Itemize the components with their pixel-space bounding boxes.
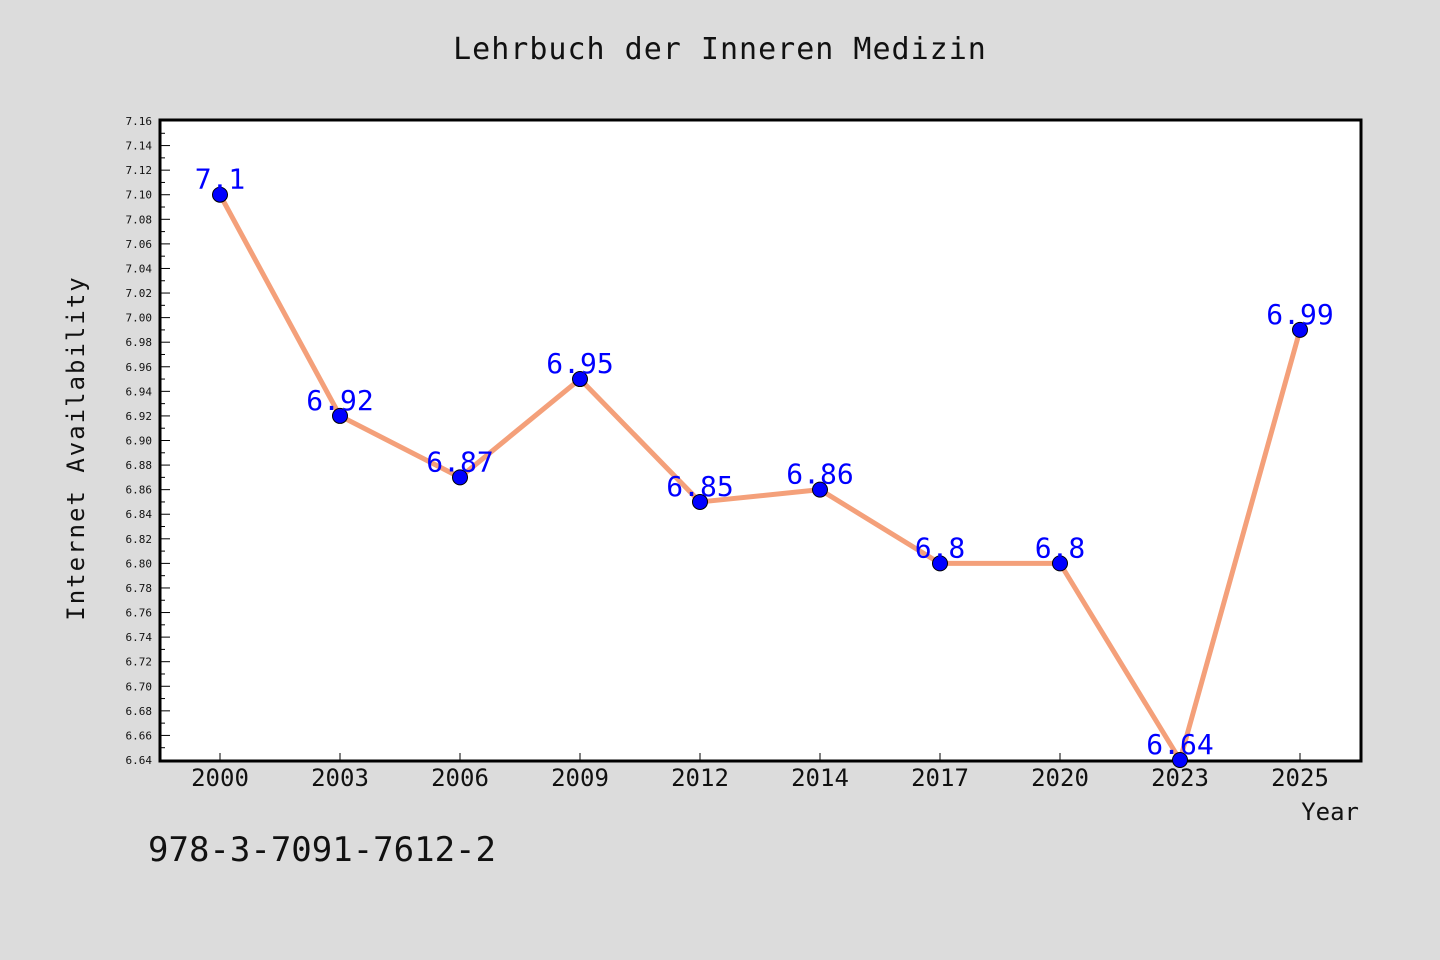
y-tick-label: 6.68 (126, 705, 153, 718)
y-axis: 6.64 6.66 6.68 6.70 6.72 6.74 6.76 6.78 6.80 6.82… (126, 115, 170, 767)
data-label: 6.64 (1146, 728, 1213, 761)
x-tick-label: 2012 (671, 764, 729, 792)
data-point (572, 371, 588, 388)
data-point (452, 469, 468, 486)
y-tick-label: 7.06 (126, 238, 153, 251)
y-tick-label: 6.86 (126, 484, 153, 497)
x-tick-label: 2020 (1031, 764, 1089, 792)
y-tick-label: 6.92 (126, 410, 153, 423)
y-tick-label: 6.96 (126, 361, 153, 374)
y-tick-label: 6.72 (126, 656, 153, 669)
data-point (692, 493, 708, 510)
data-label: 6.92 (306, 384, 373, 417)
chart-title: Lehrbuch der Inneren Medizin (453, 32, 987, 67)
y-tick-label: 6.64 (126, 754, 153, 767)
y-tick-label: 6.70 (126, 680, 153, 693)
y-tick-label: 6.78 (126, 582, 153, 595)
x-axis-title: Year (1301, 798, 1359, 826)
data-point (932, 555, 948, 572)
series-points (212, 186, 1308, 768)
series-path (217, 193, 1303, 763)
x-tick-label: 2003 (311, 764, 369, 792)
y-tick-label: 6.66 (126, 729, 153, 742)
isbn-text: 978-3-7091-7612-2 (148, 830, 496, 870)
data-label: 6.86 (786, 458, 853, 491)
data-label: 7.1 (195, 163, 246, 196)
series-line (217, 193, 1303, 763)
y-tick-label: 6.94 (126, 385, 153, 398)
y-tick-label: 7.16 (126, 115, 153, 128)
y-tick-label: 7.08 (126, 213, 153, 226)
x-tick-label: 2009 (551, 764, 609, 792)
data-label: 6.87 (426, 445, 493, 478)
data-label: 6.99 (1266, 298, 1333, 331)
x-axis: 2000 2003 2006 2009 2012 2014 2017 2020 2023 2025 (191, 753, 1329, 792)
y-tick-label: 7.10 (126, 189, 153, 202)
data-label: 6.8 (915, 531, 966, 564)
y-tick-label: 6.98 (126, 336, 153, 349)
y-tick-label: 6.80 (126, 557, 153, 570)
y-tick-label: 6.82 (126, 533, 153, 546)
y-tick-label: 7.00 (126, 312, 153, 325)
data-point (812, 481, 828, 498)
y-axis-title: Internet Availability (62, 275, 90, 620)
data-point (332, 407, 348, 424)
x-tick-label: 2025 (1271, 764, 1329, 792)
y-tick-label: 7.12 (126, 164, 153, 177)
plot-area (158, 118, 1363, 763)
y-tick-label: 6.90 (126, 435, 153, 448)
y-tick-label: 6.84 (126, 508, 153, 521)
y-tick-label: 7.04 (126, 262, 153, 275)
data-label: 6.8 (1035, 531, 1086, 564)
x-tick-label: 2014 (791, 764, 849, 792)
x-tick-label: 2017 (911, 764, 969, 792)
y-tick-label: 7.14 (126, 140, 153, 153)
data-point (212, 186, 228, 203)
y-tick-label: 6.74 (126, 631, 153, 644)
x-tick-label: 2023 (1151, 764, 1209, 792)
data-labels: 7.1 6.92 6.87 6.95 6.85 6.86 6.8 6.8 6.64 6.99 (195, 163, 1334, 761)
y-tick-label: 6.76 (126, 607, 153, 620)
y-tick-label: 7.02 (126, 287, 153, 300)
y-tick-label: 6.88 (126, 459, 153, 472)
data-label: 6.85 (666, 470, 733, 503)
data-point (1292, 321, 1308, 338)
data-point (1172, 752, 1188, 768)
data-label: 6.95 (546, 347, 613, 380)
data-point (1052, 555, 1068, 572)
x-tick-label: 2000 (191, 764, 249, 792)
x-tick-label: 2006 (431, 764, 489, 792)
